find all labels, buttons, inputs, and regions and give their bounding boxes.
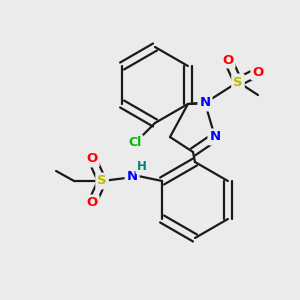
Text: S: S [97,175,107,188]
Text: N: N [200,97,211,110]
Text: O: O [86,152,98,166]
Text: N: N [209,130,220,143]
Text: O: O [86,196,98,209]
Text: N: N [127,169,138,182]
Text: O: O [222,53,234,67]
Text: Cl: Cl [128,136,142,149]
Text: O: O [252,65,264,79]
Text: S: S [233,76,243,88]
Text: H: H [137,160,147,172]
